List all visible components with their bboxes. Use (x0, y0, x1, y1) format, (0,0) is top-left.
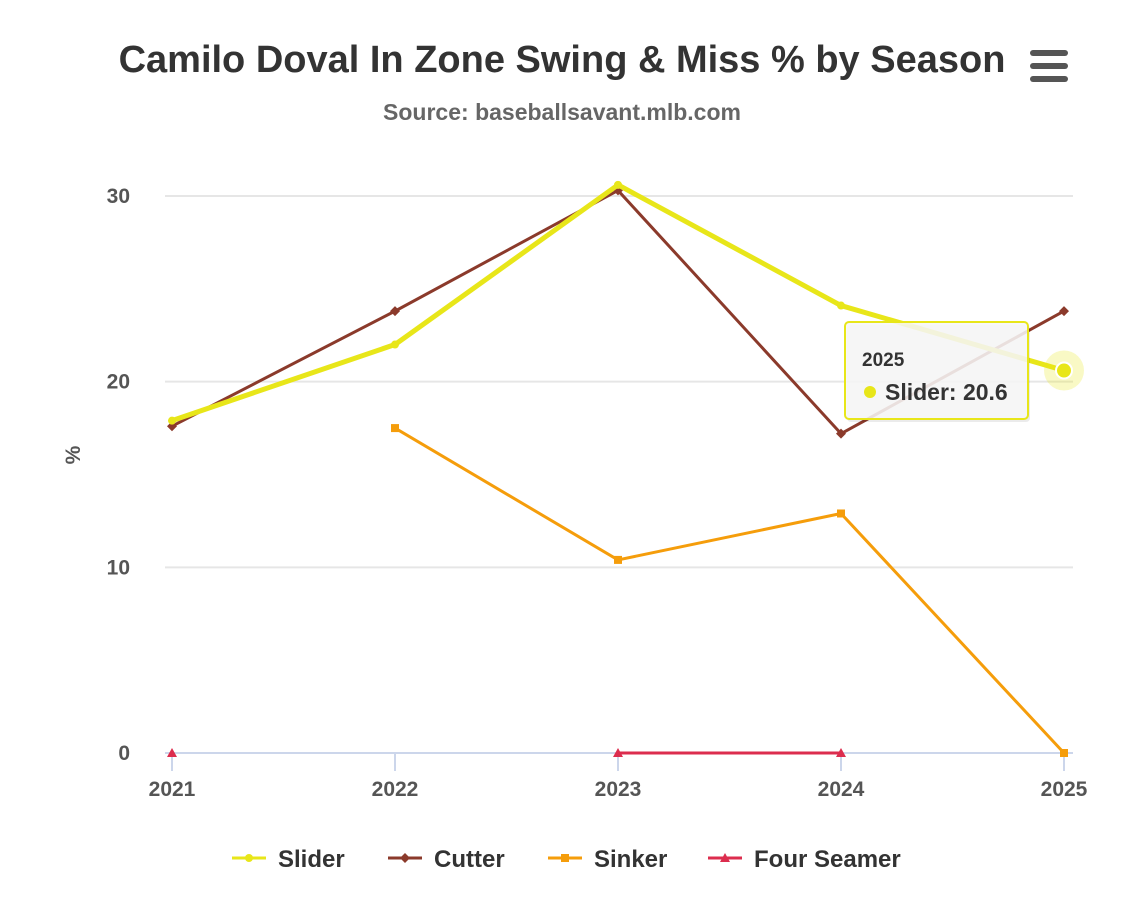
menu-bar-top (1030, 50, 1068, 56)
x-tick-label: 2022 (372, 778, 419, 801)
y-tick-label: 0 (118, 742, 130, 765)
x-tick-label: 2021 (149, 778, 196, 801)
data-point (614, 555, 622, 564)
data-point (168, 416, 176, 425)
legend: Slider Cutter Sinker Four Seamer (232, 846, 901, 873)
series-sinker (391, 424, 1068, 757)
legend-item-slider[interactable]: Slider (232, 846, 345, 873)
data-point (390, 306, 400, 317)
tooltip-header: 2025 (862, 350, 905, 371)
legend-label: Four Seamer (754, 846, 901, 873)
y-tick-label: 10 (107, 556, 130, 579)
tooltip-series-dot (864, 386, 876, 398)
tooltip-value: Slider: 20.6 (885, 379, 1008, 405)
legend-symbol-marker (561, 854, 569, 862)
menu-bar-middle (1030, 63, 1068, 69)
y-tick-label: 20 (107, 371, 130, 394)
data-point (391, 424, 399, 433)
y-tick-label: 30 (107, 185, 130, 208)
legend-symbol-marker (720, 853, 730, 862)
x-tick-label: 2025 (1041, 778, 1088, 801)
menu-bar-bottom (1030, 76, 1068, 82)
chart-subtitle: Source: baseballsavant.mlb.com (383, 99, 741, 125)
legend-item-four-seamer[interactable]: Four Seamer (708, 846, 901, 873)
x-tick-label: 2023 (595, 778, 642, 801)
legend-item-sinker[interactable]: Sinker (548, 846, 667, 873)
legend-label: Slider (278, 846, 345, 873)
data-point (837, 509, 845, 518)
data-point (836, 428, 846, 439)
series-line (393, 426, 1066, 755)
tooltip: 2025 Slider: 20.6 (844, 321, 1084, 422)
data-point (167, 748, 177, 757)
legend-label: Sinker (594, 846, 667, 873)
hamburger-menu-icon[interactable] (1024, 44, 1072, 88)
legend-symbol-marker (400, 853, 410, 863)
y-axis-title: % (62, 445, 85, 464)
data-point (614, 180, 622, 189)
tooltip-box (844, 321, 1029, 420)
x-tick-label: 2024 (818, 778, 865, 801)
data-point (613, 748, 623, 757)
data-point (837, 301, 845, 310)
chart-title: Camilo Doval In Zone Swing & Miss % by S… (119, 39, 1006, 81)
data-point (391, 340, 399, 349)
series-four-seamer (167, 748, 846, 757)
data-point (836, 748, 846, 757)
x-axis-ticks: 2021 2022 2023 2024 2025 (149, 778, 1088, 801)
legend-label: Cutter (434, 846, 505, 873)
legend-item-cutter[interactable]: Cutter (388, 846, 505, 873)
legend-symbol-marker (245, 854, 253, 862)
y-axis-ticks: 0 10 20 30 (107, 185, 130, 765)
series-lines (167, 180, 1069, 757)
data-point (1059, 306, 1069, 317)
data-point (1060, 749, 1068, 757)
hover-point (1055, 361, 1073, 380)
